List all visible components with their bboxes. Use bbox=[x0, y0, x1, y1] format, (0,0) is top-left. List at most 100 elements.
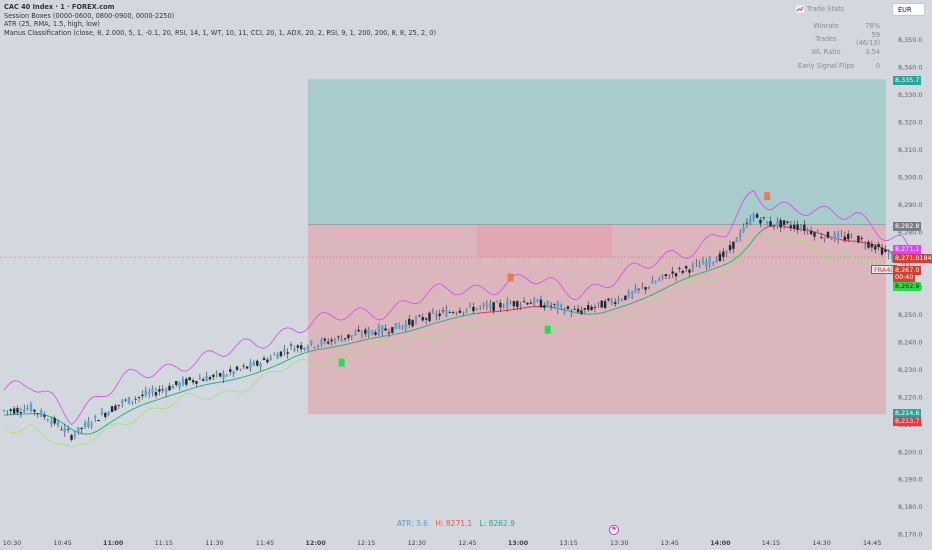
trade-stat-value: 78% bbox=[865, 21, 880, 30]
candle-body bbox=[120, 400, 124, 404]
candle-body bbox=[786, 221, 789, 223]
candle-body bbox=[205, 375, 208, 382]
candle-body bbox=[6, 410, 9, 412]
candle-body bbox=[333, 339, 337, 344]
ma-segment bbox=[301, 352, 305, 355]
ma-segment bbox=[631, 301, 636, 304]
ma-segment bbox=[351, 341, 356, 344]
candle-body bbox=[715, 259, 718, 263]
ma-segment bbox=[412, 328, 417, 331]
candle-body bbox=[630, 291, 634, 295]
ma-segment bbox=[712, 267, 717, 270]
price-tag: 00:40 bbox=[893, 272, 916, 282]
candle-body bbox=[117, 404, 121, 406]
ma-segment bbox=[297, 353, 302, 356]
legend-classification[interactable]: Manus Classification (close, 8, 2.000, 5… bbox=[4, 28, 437, 37]
currency-selector[interactable]: EUR bbox=[892, 3, 925, 16]
candle-body bbox=[722, 251, 725, 257]
time-axis-label: 13:30 bbox=[610, 539, 628, 547]
candle-body bbox=[438, 313, 441, 316]
candle-body bbox=[39, 410, 43, 417]
candle-body bbox=[80, 427, 83, 430]
candle-body bbox=[840, 234, 843, 237]
candle-body bbox=[556, 303, 560, 310]
candle-body bbox=[245, 366, 249, 369]
ma-segment bbox=[98, 427, 103, 431]
ma-segment bbox=[182, 389, 187, 392]
candle-body bbox=[198, 378, 202, 380]
symbol-title[interactable]: CAC 40 Index · 1 · FOREX.com bbox=[4, 3, 115, 11]
ma-segment bbox=[523, 306, 528, 309]
candle-body bbox=[718, 253, 722, 262]
candle-body bbox=[208, 377, 212, 380]
time-axis-label: 11:30 bbox=[205, 539, 223, 547]
ma-segment bbox=[385, 334, 390, 337]
ma-segment bbox=[399, 332, 403, 335]
ma-segment bbox=[608, 309, 613, 312]
candle-body bbox=[279, 351, 283, 357]
flag-event-icon[interactable]: ⚑ bbox=[609, 525, 619, 535]
ma-segment bbox=[655, 290, 660, 294]
ma-segment bbox=[44, 414, 49, 417]
ma-segment bbox=[260, 369, 265, 373]
candle-body bbox=[799, 227, 803, 231]
ma-segment bbox=[604, 310, 609, 313]
candle-body bbox=[607, 298, 610, 301]
ma-segment bbox=[709, 268, 714, 271]
trade-stat-row: WL Ratio 3.54 bbox=[796, 46, 880, 59]
candle-body bbox=[16, 408, 19, 413]
take-profit-zone[interactable] bbox=[307, 79, 886, 225]
candle-body bbox=[806, 229, 809, 231]
sell-signal-marker bbox=[764, 192, 771, 201]
candle-body bbox=[745, 222, 749, 224]
ma-segment bbox=[392, 333, 396, 336]
candle-body bbox=[12, 408, 16, 414]
candle-body bbox=[43, 415, 46, 417]
currency-label: EUR bbox=[898, 6, 912, 14]
time-axis[interactable]: 10:30 10:45 11:00 11:15 11:30 11:45 12:00 12:15… bbox=[3, 539, 882, 547]
candle-body bbox=[516, 301, 519, 308]
candle-body bbox=[445, 310, 448, 317]
ma-segment bbox=[422, 325, 427, 328]
candle-body bbox=[691, 264, 695, 268]
ma-segment bbox=[328, 346, 332, 349]
candle-body bbox=[779, 220, 782, 228]
ma-segment bbox=[101, 425, 106, 429]
candle-body bbox=[306, 347, 310, 349]
price-tag: 8,271.0184 bbox=[893, 253, 932, 263]
ma-segment bbox=[64, 424, 69, 428]
envelope-upper bbox=[3, 190, 910, 426]
price-axis-label: 8,320.0 bbox=[898, 119, 922, 127]
ma-segment bbox=[206, 383, 211, 386]
ma-segment bbox=[135, 405, 140, 409]
candle-body bbox=[158, 389, 161, 392]
candle-body bbox=[269, 357, 272, 360]
ma-segment bbox=[176, 392, 180, 395]
candle-body bbox=[813, 232, 816, 237]
candle-body bbox=[590, 306, 593, 311]
ma-segment bbox=[307, 350, 312, 353]
indicator-legend: CAC 40 Index · 1 · FOREX.com Session Box… bbox=[4, 3, 436, 37]
high-readout: H: 8271.1 bbox=[435, 519, 473, 528]
ma-segment bbox=[618, 306, 623, 309]
candle-body bbox=[752, 215, 755, 219]
candle-body bbox=[87, 421, 90, 428]
ma-segment bbox=[743, 247, 748, 252]
ma-segment bbox=[91, 431, 96, 434]
candle-body bbox=[651, 280, 654, 284]
candle-body bbox=[164, 389, 168, 393]
ma-segment bbox=[517, 307, 521, 310]
candle-body bbox=[272, 354, 276, 356]
candle-body bbox=[232, 371, 235, 374]
ma-segment bbox=[756, 231, 761, 236]
candle-body bbox=[482, 304, 485, 306]
legend-session-boxes[interactable]: Session Boxes (0000-0600, 0800-0900, 000… bbox=[4, 11, 175, 20]
legend-atr[interactable]: ATR (25, RMA, 1.5, high, low) bbox=[4, 20, 100, 29]
ma-segment bbox=[564, 309, 569, 312]
ma-segment bbox=[253, 372, 258, 375]
candlestick-series[interactable] bbox=[2, 212, 911, 442]
ma-segment bbox=[321, 348, 325, 350]
ma-segment bbox=[675, 280, 680, 284]
candle-body bbox=[242, 365, 245, 367]
